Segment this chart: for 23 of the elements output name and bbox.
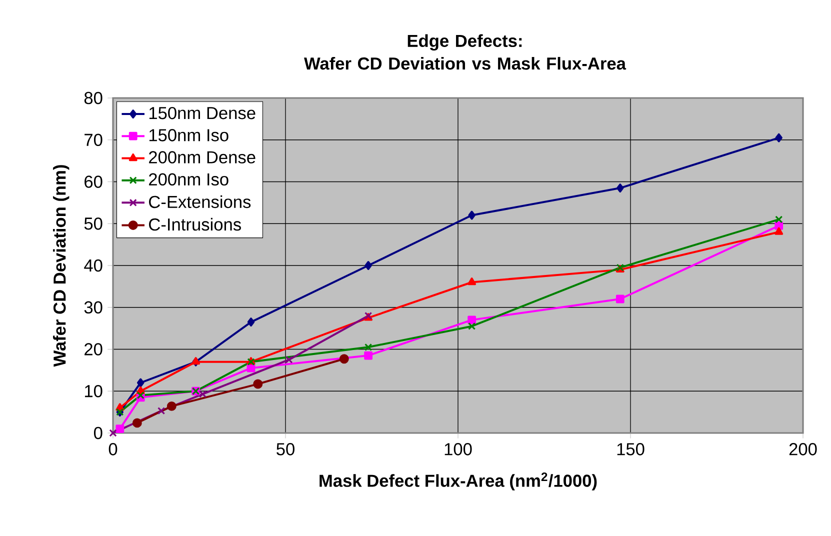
legend-label: 150nm Dense xyxy=(149,106,256,120)
y-tick-label: 40 xyxy=(84,259,102,272)
x-tick-label: 100 xyxy=(444,443,472,456)
legend-label: 200nm Dense xyxy=(149,151,256,164)
legend-label: C-Intrusions xyxy=(149,218,241,231)
legend-label: 200nm Iso xyxy=(149,173,228,186)
y-tick-label: 70 xyxy=(84,134,102,146)
x-tick-label: 150 xyxy=(617,443,644,456)
legend-label: C-Extensions xyxy=(149,195,251,208)
y-tick-label: 10 xyxy=(84,384,102,398)
x-axis-title: Mask Defect Flux-Area (nm$^{2}$/1000) xyxy=(320,472,597,490)
y-tick-label: 80 xyxy=(84,92,102,104)
y-axis-title: Wafer CD Deviation (nm) xyxy=(53,165,70,367)
x-tick-label: 200 xyxy=(789,443,817,456)
y-tick-label: 20 xyxy=(84,343,102,356)
y-tick-label: 50 xyxy=(84,217,102,230)
y-tick-label: 0 xyxy=(94,426,102,440)
chart-title: Edge Defects: Wafer CD Deviation vs Mask Flux-Area xyxy=(304,34,626,70)
y-tick-label: 30 xyxy=(84,301,102,314)
y-tick-label: 60 xyxy=(84,176,102,188)
x-tick-label: 50 xyxy=(276,443,294,456)
x-tick-label: 0 xyxy=(108,443,118,456)
legend-label: 150nm Iso xyxy=(149,129,228,142)
